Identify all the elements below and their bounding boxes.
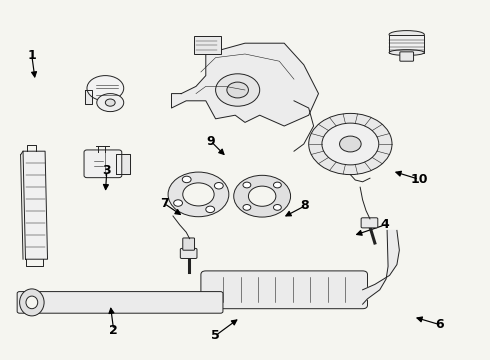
Circle shape	[182, 176, 191, 183]
Circle shape	[216, 74, 260, 106]
Circle shape	[243, 204, 251, 210]
Text: 8: 8	[300, 199, 309, 212]
Ellipse shape	[234, 175, 291, 217]
FancyBboxPatch shape	[183, 238, 195, 250]
FancyBboxPatch shape	[84, 150, 122, 177]
Text: 3: 3	[102, 165, 111, 177]
Ellipse shape	[20, 289, 44, 316]
Ellipse shape	[26, 296, 38, 309]
Circle shape	[243, 182, 251, 188]
Text: 1: 1	[27, 49, 36, 62]
Ellipse shape	[389, 50, 424, 55]
Circle shape	[105, 99, 115, 106]
Text: 2: 2	[109, 324, 118, 337]
FancyBboxPatch shape	[194, 36, 220, 54]
Polygon shape	[117, 154, 129, 174]
Circle shape	[273, 182, 281, 188]
Circle shape	[206, 206, 215, 213]
FancyBboxPatch shape	[361, 218, 378, 228]
FancyBboxPatch shape	[180, 248, 197, 258]
Ellipse shape	[168, 172, 229, 217]
Ellipse shape	[87, 76, 123, 101]
FancyBboxPatch shape	[201, 271, 368, 309]
Ellipse shape	[248, 186, 276, 206]
FancyBboxPatch shape	[400, 52, 414, 61]
Text: 9: 9	[206, 135, 215, 148]
Ellipse shape	[97, 94, 123, 112]
Ellipse shape	[309, 113, 392, 175]
Ellipse shape	[183, 183, 214, 206]
Circle shape	[215, 183, 223, 189]
FancyBboxPatch shape	[17, 292, 223, 313]
FancyBboxPatch shape	[389, 35, 424, 53]
Polygon shape	[363, 230, 399, 304]
Text: 4: 4	[380, 219, 389, 231]
Text: 5: 5	[211, 329, 220, 342]
Text: 10: 10	[410, 173, 428, 186]
Circle shape	[340, 136, 361, 152]
Circle shape	[322, 123, 379, 165]
Text: 7: 7	[160, 197, 169, 210]
Polygon shape	[23, 151, 48, 259]
Circle shape	[173, 200, 182, 206]
Ellipse shape	[389, 31, 424, 39]
Text: 6: 6	[436, 318, 444, 331]
Polygon shape	[85, 90, 92, 104]
Polygon shape	[172, 43, 318, 126]
Circle shape	[273, 204, 281, 210]
Circle shape	[227, 82, 248, 98]
